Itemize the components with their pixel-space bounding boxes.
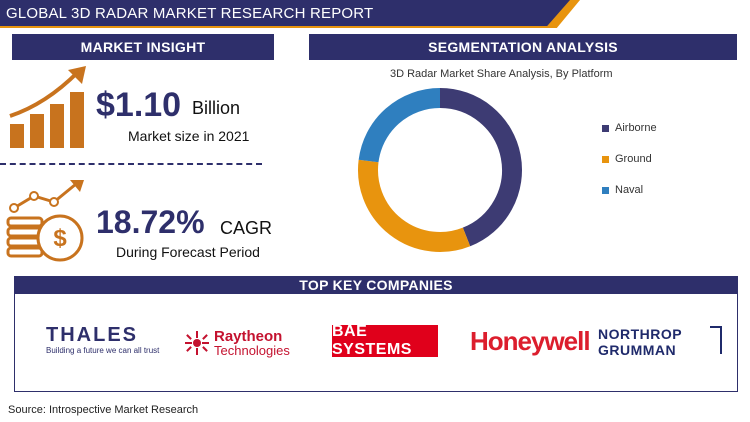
- thales-logo: THALES: [46, 324, 138, 346]
- legend-item-ground: Ground: [602, 153, 652, 165]
- legend-item-airborne: Airborne: [602, 122, 657, 134]
- report-title: GLOBAL 3D RADAR MARKET RESEARCH REPORT: [6, 5, 374, 22]
- northrop-logo-line2: GRUMMAN: [598, 342, 677, 358]
- header-bar: [0, 0, 570, 26]
- segmentation-title: SEGMENTATION ANALYSIS: [309, 34, 737, 60]
- cagr-label: During Forecast Period: [116, 244, 260, 260]
- svg-text:$: $: [53, 225, 67, 252]
- legend-swatch: [602, 124, 609, 132]
- donut-slice-naval: [358, 88, 441, 163]
- companies-title: TOP KEY COMPANIES: [14, 276, 738, 294]
- honeywell-logo: Honeywell: [470, 326, 591, 356]
- dollar-coins-icon: $: [6, 180, 84, 262]
- market-size-value: $1.10: [96, 86, 182, 124]
- thales-tagline: Building a future we can all trust: [46, 346, 160, 355]
- market-size-unit: Billion: [192, 98, 241, 118]
- legend-label: Naval: [615, 184, 644, 196]
- donut-chart: [358, 88, 522, 252]
- northrop-bracket-mark: [710, 326, 722, 354]
- legend-swatch: [602, 155, 609, 163]
- legend-item-naval: Naval: [602, 184, 643, 196]
- donut-slice-airborne: [439, 88, 522, 247]
- raytheon-logo-icon: [185, 331, 209, 355]
- source-note: Source: Introspective Market Research: [8, 404, 199, 416]
- cagr-unit: CAGR: [220, 218, 273, 238]
- legend-label: Airborne: [615, 122, 657, 134]
- market-insight-title: MARKET INSIGHT: [12, 34, 274, 60]
- market-size-label: Market size in 2021: [128, 128, 250, 144]
- legend-label: Ground: [615, 153, 652, 165]
- growth-chart-icon: [9, 66, 86, 148]
- cagr-value: 18.72%: [96, 204, 205, 240]
- northrop-logo-line1: NORTHROP: [598, 326, 683, 342]
- bae-systems-logo: BAE SYSTEMS: [332, 323, 438, 358]
- raytheon-logo-line1: Raytheon: [214, 328, 283, 345]
- donut-slice-ground: [358, 159, 471, 252]
- chart-title: 3D Radar Market Share Analysis, By Platf…: [390, 68, 613, 80]
- raytheon-logo-line2: Technologies: [214, 343, 290, 358]
- dashed-divider: [0, 163, 262, 165]
- legend-swatch: [602, 186, 609, 194]
